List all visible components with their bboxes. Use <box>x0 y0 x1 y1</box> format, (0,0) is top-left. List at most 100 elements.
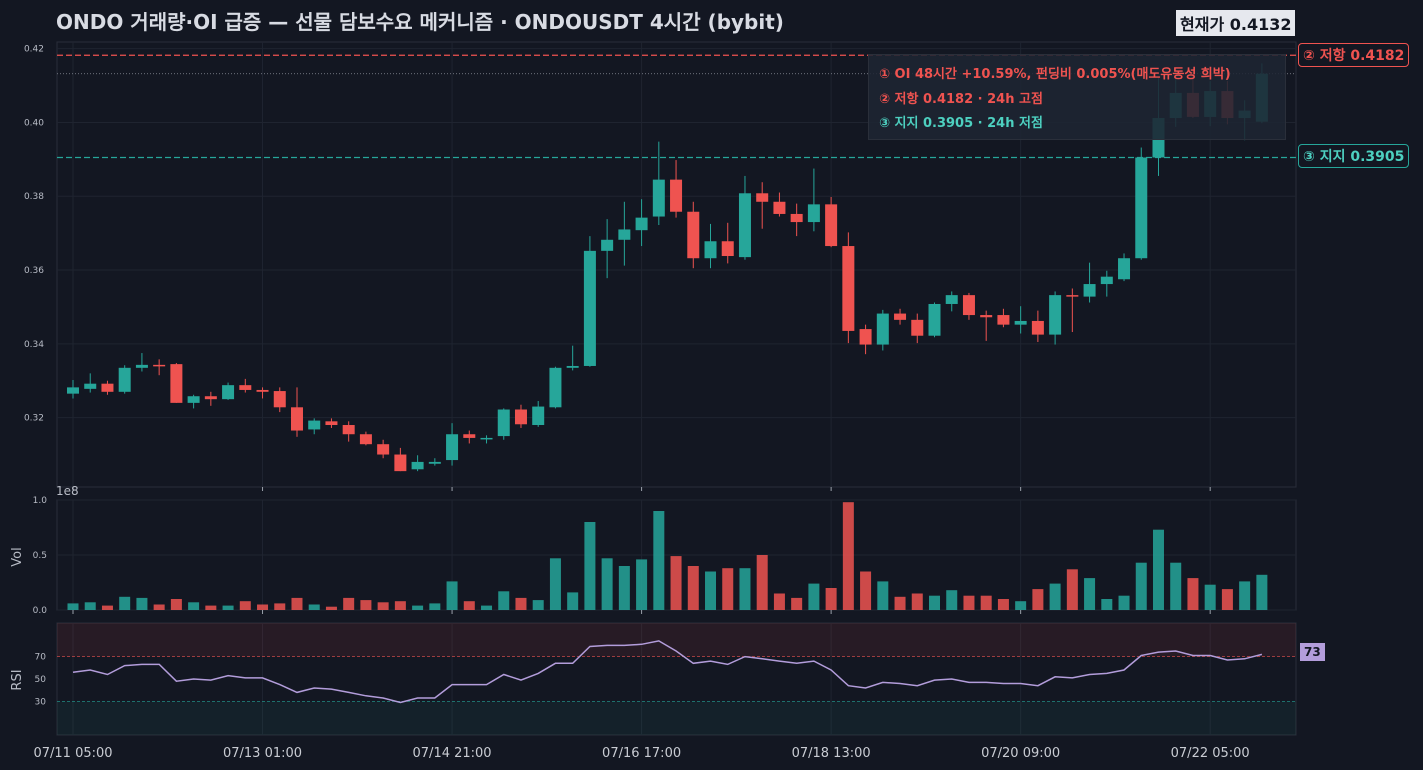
volume-bar <box>1152 529 1164 610</box>
candle-body <box>497 409 510 437</box>
volume-bar <box>119 596 131 610</box>
volume-bar <box>722 568 734 610</box>
volume-bar <box>308 604 320 610</box>
rsi-tick-label: 30 <box>35 697 47 707</box>
candle-body <box>997 315 1010 325</box>
volume-bar <box>1118 595 1130 610</box>
candle-body <box>411 461 424 470</box>
candle-body <box>514 409 527 425</box>
volume-bar <box>1101 599 1113 610</box>
price-tick-label: 0.36 <box>24 266 44 276</box>
volume-bar <box>636 559 648 610</box>
volume-bar <box>549 558 561 610</box>
candle-body <box>687 211 700 259</box>
volume-bar <box>1049 583 1061 610</box>
candle-body <box>790 213 803 223</box>
volume-tick-label: 0.5 <box>33 551 47 561</box>
volume-bar <box>170 599 182 610</box>
volume-tick-label: 0.0 <box>33 606 48 616</box>
rsi-axis-label: RSI <box>10 669 25 690</box>
volume-bar <box>997 599 1009 610</box>
volume-bar <box>808 583 820 610</box>
candle-body <box>480 437 493 440</box>
candle-body <box>1066 295 1079 297</box>
volume-bar <box>532 600 544 610</box>
volume-bar <box>360 600 372 610</box>
candle-body <box>446 434 459 461</box>
candle-body <box>807 204 820 223</box>
candle-body <box>532 406 545 426</box>
x-tick-label: 07/11 05:00 <box>33 746 112 761</box>
axis-labels: 07/11 05:00 07/13 01:00 07/14 21:00 07/16 1… <box>10 45 1250 761</box>
candle-body <box>428 461 441 464</box>
volume-bar <box>894 596 906 610</box>
volume-bar <box>739 568 751 610</box>
volume-bar <box>1221 589 1233 610</box>
volume-bar <box>705 571 717 610</box>
volume-bar <box>911 593 923 610</box>
volume-bar <box>687 566 699 610</box>
candle-body <box>859 329 872 345</box>
volume-bar <box>1256 574 1268 610</box>
volume-bar <box>188 602 200 610</box>
candle-body <box>704 241 717 259</box>
candle-body <box>842 246 855 331</box>
candle-body <box>738 193 751 258</box>
candle-body <box>980 315 993 318</box>
candle-body <box>1118 258 1131 280</box>
candle-body <box>618 229 631 240</box>
x-tick-label: 07/13 01:00 <box>223 746 302 761</box>
x-tick-label: 07/14 21:00 <box>413 746 492 761</box>
volume-bar <box>1135 562 1147 610</box>
volume-bar <box>756 555 768 610</box>
chart-title: ONDO 거래량·OI 급증 — 선물 담보수요 메커니즘 · ONDOUSDT… <box>56 10 784 34</box>
volume-bar <box>963 595 975 610</box>
rsi-tick-label: 70 <box>35 653 47 663</box>
volume-bar <box>412 605 424 610</box>
grid-layer <box>56 41 1297 736</box>
volume-bar <box>446 581 458 610</box>
volume-bar <box>1187 578 1199 610</box>
candle-body <box>635 217 648 231</box>
annotation-resistance: ② 저항 0.4182 · 24h 고점 <box>879 92 1043 107</box>
x-tick-label: 07/18 13:00 <box>792 746 871 761</box>
candle-body <box>153 364 166 367</box>
volume-bar <box>463 601 475 610</box>
volume-bar <box>101 605 113 610</box>
price-tick-label: 0.38 <box>24 192 44 202</box>
candle-body <box>204 396 217 400</box>
volume-bar <box>67 603 79 610</box>
x-tick-label: 07/16 17:00 <box>602 746 681 761</box>
candle-body <box>876 313 889 345</box>
volume-bar <box>429 603 441 610</box>
candle-body <box>1100 276 1113 285</box>
candle-body <box>583 250 596 366</box>
volume-bar <box>515 597 527 610</box>
candle-body <box>928 303 941 336</box>
candle-body <box>962 295 975 316</box>
annotation-oi: ① OI 48시간 +10.59%, 펀딩비 0.005%(매도유동성 희박) <box>879 67 1231 82</box>
volume-bar <box>584 522 596 610</box>
volume-bar <box>860 571 872 610</box>
volume-bar <box>1032 589 1044 610</box>
volume-bar <box>205 605 217 610</box>
candle-body <box>239 385 252 390</box>
volume-bar <box>136 597 148 610</box>
candle-body <box>1014 320 1027 325</box>
volume-bar <box>257 604 269 610</box>
candle-body <box>1083 284 1096 297</box>
volume-axis-label: Vol <box>10 547 25 566</box>
volume-bar <box>377 602 389 610</box>
candle-body <box>325 421 338 426</box>
volume-bar <box>946 590 958 610</box>
volume-bar <box>567 592 579 610</box>
candle-body <box>256 389 269 392</box>
candle-body <box>945 295 958 304</box>
volume-scale-label: 1e8 <box>56 484 79 498</box>
volume-bar <box>601 558 613 610</box>
x-tick-label: 07/22 05:00 <box>1171 746 1250 761</box>
candle-body <box>825 204 838 247</box>
candle-body <box>1031 320 1044 335</box>
candle-body <box>101 383 114 392</box>
volume-bar <box>1015 601 1027 610</box>
